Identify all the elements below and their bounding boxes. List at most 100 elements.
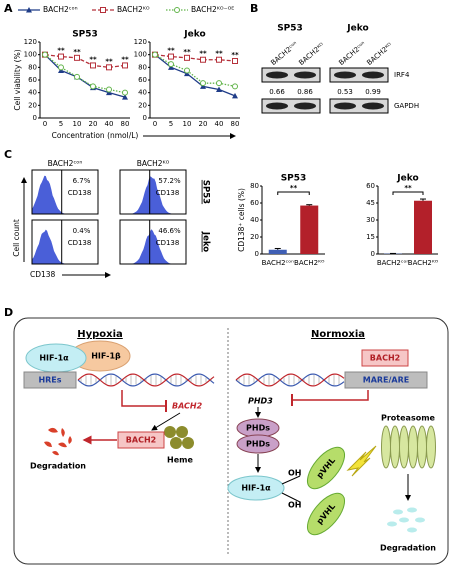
- bond: [281, 475, 301, 485]
- dna-strand: [235, 373, 345, 387]
- band-label: IRF4: [394, 71, 410, 79]
- legend-marker: [100, 7, 106, 13]
- y-tick-label: 40: [138, 89, 147, 97]
- column-header: BACH2ᶜᵒⁿ: [48, 159, 83, 168]
- hif1a-shape: [227, 475, 285, 501]
- diagram-frame: [13, 317, 449, 565]
- series-line: [44, 54, 126, 94]
- gate-marker: CD138: [156, 239, 180, 247]
- phd3-gene: PHD3: [248, 397, 273, 406]
- bach2-box: [117, 431, 165, 449]
- x-tick-label: 0: [43, 120, 47, 128]
- gate-percent: 6.7%: [73, 177, 91, 185]
- chart-title: SP53: [72, 30, 98, 40]
- y-tick-label: 0: [33, 114, 37, 122]
- significance-bracket: [277, 191, 310, 195]
- x-tick-label: 20: [89, 120, 98, 128]
- heme-dot: [182, 437, 194, 449]
- blot-box: [329, 67, 389, 83]
- chart-title: SP53: [281, 174, 307, 184]
- hif1a-label: HIF-1α: [241, 484, 271, 493]
- y-tick-label: 120: [24, 38, 37, 46]
- significance: **: [121, 55, 129, 63]
- irf4-ratio: 0.99: [365, 88, 381, 96]
- legend-label: BACH2ᴷᴼ⁻ᴼᴱ: [191, 5, 234, 14]
- mare-label: MARE/ARE: [363, 376, 410, 385]
- oh-label: OH: [288, 501, 302, 510]
- heme-dot: [176, 426, 188, 438]
- x-tick-label: 0: [153, 120, 157, 128]
- fragments: [44, 427, 72, 456]
- series-line: [154, 54, 236, 62]
- marker: [122, 94, 128, 100]
- y-tick-label: 15: [366, 233, 375, 241]
- x-tick-label: 40: [215, 120, 224, 128]
- pvhl-shape: [306, 446, 346, 490]
- lane-label: BACH2ᶜᵒⁿ: [337, 40, 367, 67]
- blot-box: [261, 67, 321, 83]
- marker: [106, 86, 112, 93]
- series-line: [154, 54, 236, 87]
- heme-label: Heme: [167, 456, 193, 465]
- normoxia-title: Normoxia: [311, 329, 365, 340]
- lightning: [346, 445, 377, 477]
- y-tick-label: 0: [143, 114, 147, 122]
- dna-strand: [77, 373, 215, 387]
- y-tick-label: 60: [28, 76, 37, 84]
- marker: [122, 89, 128, 96]
- y-tick-label: 20: [250, 233, 259, 241]
- lane-label: BACH2ᴷᴼ: [365, 41, 394, 67]
- marker: [184, 67, 190, 74]
- histogram-frame: [31, 219, 99, 265]
- hif1a-label: HIF-1α: [39, 354, 69, 363]
- marker: [200, 80, 206, 87]
- x-axis-label: Concentration (nmol/L): [52, 131, 139, 140]
- x-tick-label: BACH2ᴷᴼ: [294, 259, 325, 267]
- x-tick-label: 10: [183, 120, 192, 128]
- chart-title: Jeko: [396, 174, 418, 184]
- irf4-ratio: 0.53: [337, 88, 353, 96]
- fragments: [387, 507, 425, 533]
- proteasome-label: Proteasome: [381, 414, 436, 423]
- marker: [216, 86, 222, 92]
- phds-shape: [236, 434, 280, 454]
- marker: [58, 64, 64, 71]
- y-tick-label: 80: [250, 182, 259, 190]
- x-tick-label: BACH2ᶜᵒⁿ: [377, 259, 410, 267]
- significance: **: [73, 48, 81, 56]
- y-tick-label: 30: [366, 216, 375, 224]
- marker: [216, 80, 222, 87]
- marker: [200, 56, 206, 63]
- bach2-gene: BACH2: [172, 402, 203, 411]
- marker: [74, 73, 80, 80]
- gate-marker: CD138: [156, 189, 180, 197]
- marker: [74, 54, 80, 61]
- significance: **: [105, 57, 113, 65]
- marker: [90, 83, 96, 90]
- significance: **: [215, 50, 223, 58]
- marker: [168, 53, 174, 60]
- blot-title: SP53: [277, 24, 303, 34]
- marker: [42, 51, 48, 58]
- marker: [232, 58, 238, 64]
- x-tick-label: BACH2ᶜᵒⁿ: [262, 259, 295, 267]
- y-tick-label: 40: [28, 89, 37, 97]
- hres-box: [23, 371, 77, 389]
- blot-band: [334, 71, 356, 79]
- panel-letter: B: [250, 2, 258, 15]
- significance: **: [167, 47, 175, 55]
- x-tick-label: 5: [59, 120, 63, 128]
- blot-band: [266, 71, 288, 79]
- blot-band: [362, 102, 384, 110]
- y-tick-label: 45: [366, 199, 375, 207]
- x-tick-label: 20: [199, 120, 208, 128]
- histogram-frame: [119, 169, 187, 215]
- histogram: [120, 176, 186, 214]
- bar: [414, 200, 432, 254]
- degradation-label: Degradation: [30, 462, 86, 471]
- significance-bracket: [392, 191, 424, 195]
- pvhl-shape: [306, 492, 346, 536]
- y-tick-label: 100: [134, 51, 147, 59]
- marker: [90, 62, 96, 69]
- legend-marker: [26, 7, 32, 13]
